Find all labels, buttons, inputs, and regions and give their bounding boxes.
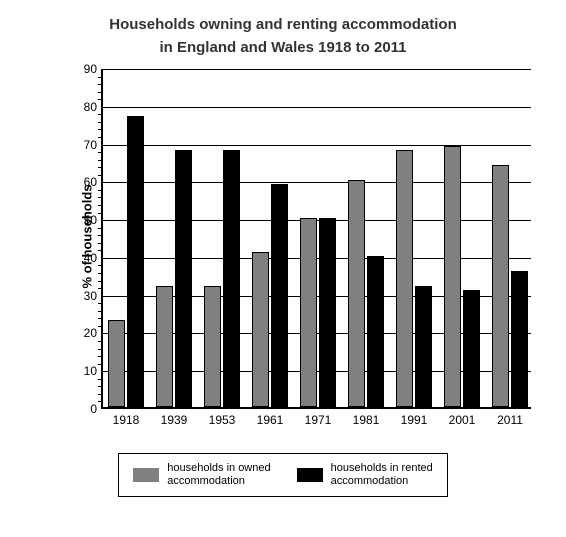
plot-area: 0102030405060708090191819391953196119711… <box>101 69 531 409</box>
y-tick-label: 90 <box>84 62 97 76</box>
bar <box>108 320 125 407</box>
x-tick-label: 1971 <box>305 413 332 427</box>
legend-item: households in ownedaccommodation <box>133 462 270 488</box>
y-axis-label: % of households <box>80 185 95 289</box>
bar <box>348 180 365 407</box>
x-tick-label: 1939 <box>161 413 188 427</box>
x-tick-label: 1953 <box>209 413 236 427</box>
x-tick-label: 2001 <box>449 413 476 427</box>
legend: households in ownedaccommodation househol… <box>118 453 448 497</box>
bar <box>252 252 269 407</box>
x-tick-label: 1918 <box>113 413 140 427</box>
bar <box>204 286 221 407</box>
y-tick-label: 70 <box>84 138 97 152</box>
bar <box>127 116 144 407</box>
x-tick-label: 2011 <box>497 413 523 427</box>
legend-label: households in rentedaccommodation <box>331 462 433 488</box>
title-line-2: in England and Wales 1918 to 2011 <box>159 39 406 56</box>
y-tick-label: 80 <box>84 100 97 114</box>
bars-layer <box>103 69 531 407</box>
bar <box>492 165 509 407</box>
bar <box>415 286 432 407</box>
legend-label: households in ownedaccommodation <box>167 462 270 488</box>
y-tick-label: 30 <box>84 289 97 303</box>
bar <box>223 150 240 407</box>
legend-swatch <box>133 468 159 482</box>
bar <box>319 218 336 407</box>
bar-chart: 0102030405060708090191819391953196119711… <box>23 59 543 439</box>
bar <box>511 271 528 407</box>
bar <box>396 150 413 407</box>
bar <box>156 286 173 407</box>
y-tick-label: 10 <box>84 364 97 378</box>
legend-swatch <box>297 468 323 482</box>
bar <box>463 290 480 407</box>
y-tick-label: 0 <box>90 402 97 416</box>
title-line-1: Households owning and renting accommodat… <box>109 16 457 33</box>
bar <box>444 146 461 407</box>
legend-item: households in rentedaccommodation <box>297 462 433 488</box>
bar <box>300 218 317 407</box>
x-tick-label: 1981 <box>353 413 380 427</box>
x-tick-label: 1961 <box>257 413 284 427</box>
bar <box>175 150 192 407</box>
y-tick-label: 20 <box>84 326 97 340</box>
chart-title: Households owning and renting accommodat… <box>0 0 566 59</box>
x-tick-label: 1991 <box>401 413 428 427</box>
bar <box>271 184 288 407</box>
bar <box>367 256 384 407</box>
